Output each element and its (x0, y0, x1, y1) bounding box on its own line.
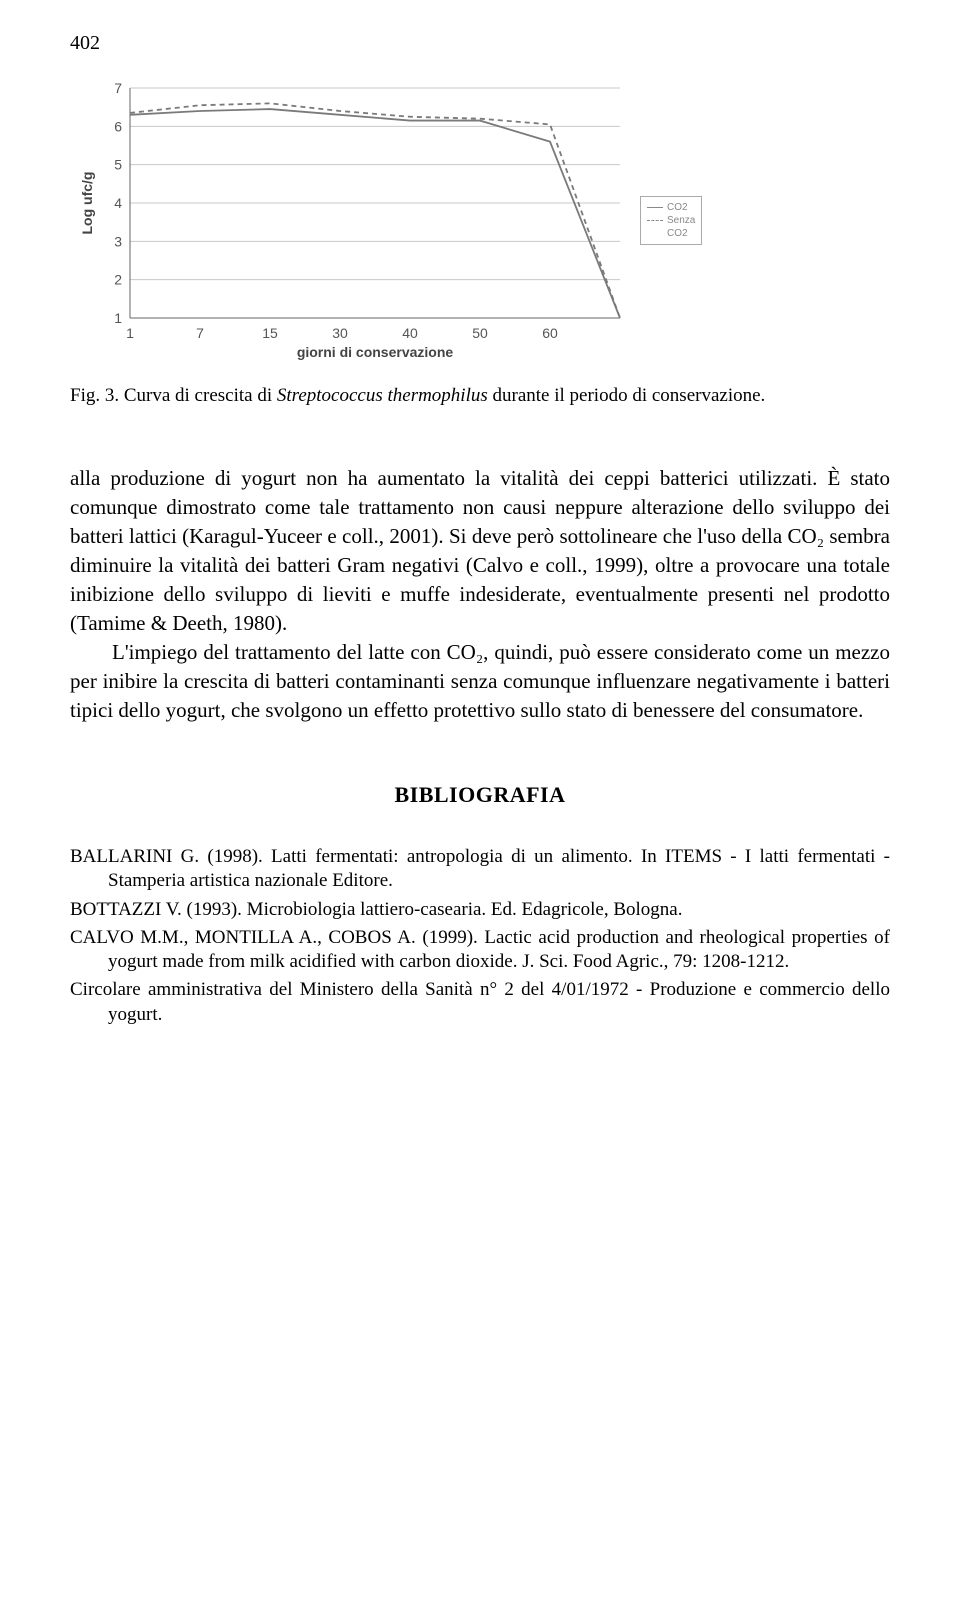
svg-text:15: 15 (262, 325, 278, 341)
bibliography-entry: Circolare amministrativa del Ministero d… (70, 978, 890, 1027)
legend-item: Senza (647, 214, 695, 227)
caption-suffix: durante il periodo di conservazione. (488, 385, 766, 406)
bibliography-entry: BOTTAZZI V. (1993). Microbiologia lattie… (70, 898, 890, 922)
legend-swatch (647, 220, 663, 221)
legend-label: CO2 (667, 201, 688, 214)
svg-text:4: 4 (114, 195, 122, 211)
legend-label: CO2 (667, 227, 688, 240)
svg-text:1: 1 (114, 310, 122, 326)
page-number: 402 (70, 30, 890, 58)
svg-text:50: 50 (472, 325, 488, 341)
svg-text:60: 60 (542, 325, 558, 341)
legend-label: Senza (667, 214, 695, 227)
svg-text:2: 2 (114, 271, 122, 287)
figure-3: 1 2 3 4 5 6 7 1 7 15 30 40 50 60 giorni di conservazio… (70, 78, 890, 363)
bibliography-list: BALLARINI G. (1998). Latti fermentati: a… (70, 845, 890, 1027)
line-chart: 1 2 3 4 5 6 7 1 7 15 30 40 50 60 giorni di conservazio… (70, 78, 630, 363)
svg-text:30: 30 (332, 325, 348, 341)
svg-text:giorni di conservazione: giorni di conservazione (297, 344, 454, 360)
svg-text:7: 7 (196, 325, 204, 341)
bibliography-entry: BALLARINI G. (1998). Latti fermentati: a… (70, 845, 890, 894)
bibliography-heading: BIBLIOGRAFIA (70, 780, 890, 810)
paragraph-1: alla produzione di yogurt non ha aumenta… (70, 464, 890, 638)
legend-item: CO2 (647, 227, 695, 240)
bibliography-entry: CALVO M.M., MONTILLA A., COBOS A. (1999)… (70, 926, 890, 975)
legend-item: CO2 (647, 201, 695, 214)
svg-text:40: 40 (402, 325, 418, 341)
caption-species: Streptococcus thermophilus (277, 385, 488, 406)
svg-text:7: 7 (114, 80, 122, 96)
svg-text:5: 5 (114, 156, 122, 172)
svg-text:1: 1 (126, 325, 134, 341)
figure-caption: Fig. 3. Curva di crescita di Streptococc… (70, 383, 890, 409)
chart-legend: CO2SenzaCO2 (640, 196, 702, 245)
caption-prefix: Fig. 3. Curva di crescita di (70, 385, 277, 406)
legend-swatch (647, 207, 663, 208)
paragraph-2: L'impiego del trattamento del latte con … (70, 638, 890, 725)
svg-text:Log ufc/g: Log ufc/g (79, 171, 95, 234)
svg-text:6: 6 (114, 118, 122, 134)
svg-text:3: 3 (114, 233, 122, 249)
body-text: alla produzione di yogurt non ha aumenta… (70, 464, 890, 725)
